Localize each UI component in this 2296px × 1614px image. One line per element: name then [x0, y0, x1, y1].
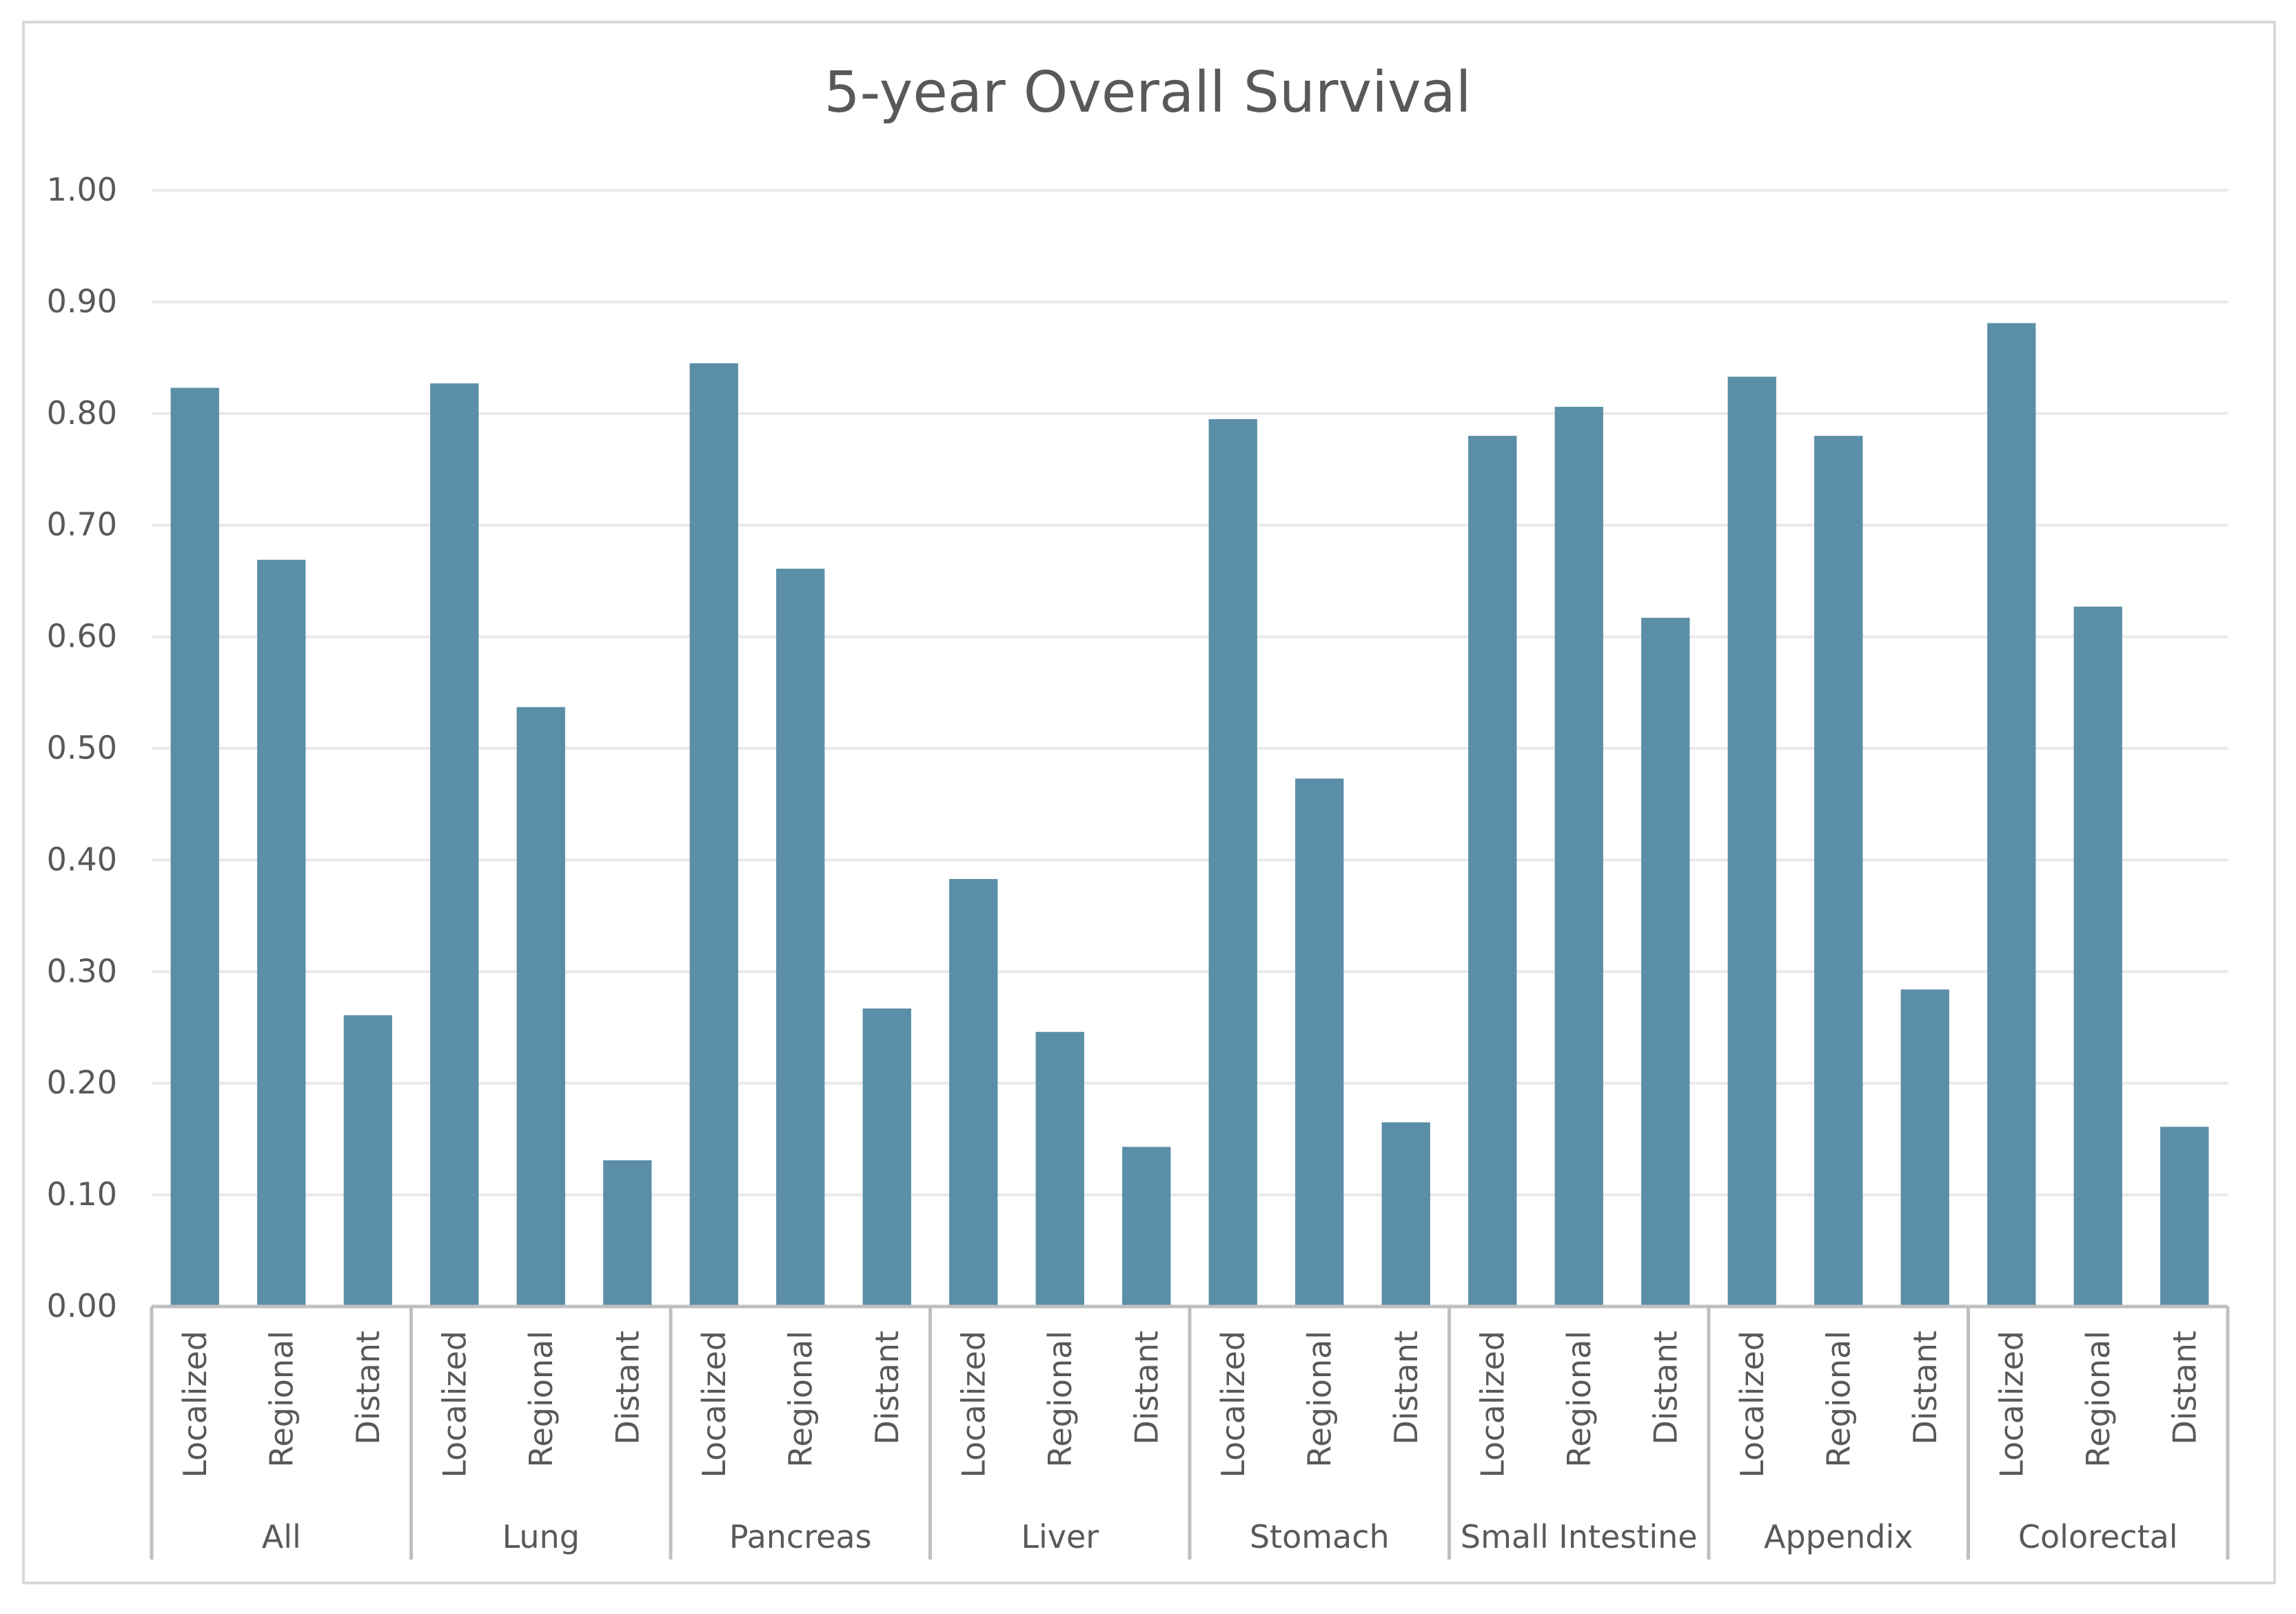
bar-colorectal-regional — [2073, 606, 2122, 1307]
y-axis-ticks: 0.00 0.10 0.20 0.30 0.40 0.50 0.60 0.70 0.80 0.90… — [47, 171, 117, 1324]
x-tick-label-stage: Distant — [1647, 1331, 1684, 1445]
y-tick-label: 0.70 — [47, 506, 117, 543]
y-tick-label: 0.50 — [47, 729, 117, 767]
bar-small-intestine-distant — [1641, 618, 1690, 1307]
x-tick-label-stage: Localized — [1993, 1331, 2030, 1478]
x-tick-label-stage: Localized — [1734, 1331, 1771, 1478]
y-tick-label: 0.60 — [47, 618, 117, 655]
bar-all-regional — [257, 559, 306, 1307]
bar-appendix-distant — [1900, 989, 1949, 1307]
bar-small-intestine-localized — [1468, 436, 1517, 1307]
x-tick-label-stage: Localized — [176, 1331, 214, 1478]
x-tick-label-stage: Localized — [436, 1331, 473, 1478]
bars — [170, 323, 2209, 1307]
bar-stomach-regional — [1295, 778, 1344, 1307]
x-group-label: Colorectal — [2018, 1518, 2178, 1555]
x-group-label: All — [262, 1518, 301, 1555]
x-tick-label-stage: Regional — [2080, 1331, 2117, 1467]
x-tick-label-stage: Distant — [868, 1331, 906, 1445]
bar-appendix-localized — [1727, 376, 1776, 1307]
x-tick-label-stage: Distant — [1907, 1331, 1944, 1445]
bar-liver-distant — [1122, 1147, 1171, 1307]
y-tick-label: 0.80 — [47, 394, 117, 432]
x-tick-label-stage: Localized — [1215, 1331, 1252, 1478]
x-group-label: Liver — [1021, 1518, 1099, 1555]
x-tick-label-stage: Regional — [1820, 1331, 1857, 1467]
bar-lung-regional — [516, 707, 565, 1307]
bar-stomach-localized — [1208, 418, 1257, 1307]
x-group-label: Pancreas — [729, 1518, 872, 1555]
chart-title: 5-year Overall Survival — [824, 60, 1471, 125]
x-tick-label-stage: Localized — [1474, 1331, 1511, 1478]
chart-border — [22, 21, 2276, 1584]
x-tick-label-stage: Distant — [349, 1331, 387, 1445]
x-tick-label-stage: Regional — [1042, 1331, 1079, 1467]
x-group-label: Small Intestine — [1461, 1518, 1698, 1555]
x-tick-label-stage: Regional — [1561, 1331, 1598, 1467]
x-tick-label-stage: Distant — [2166, 1331, 2203, 1445]
x-tick-label-stage: Regional — [1301, 1331, 1338, 1467]
x-tick-label-stage: Regional — [522, 1331, 560, 1467]
bar-stomach-distant — [1381, 1122, 1430, 1307]
bar-lung-localized — [430, 383, 479, 1307]
x-group-label: Lung — [502, 1518, 580, 1555]
gridlines — [152, 189, 2228, 1197]
x-tick-label-stage: Distant — [1388, 1331, 1425, 1445]
y-tick-label: 1.00 — [47, 171, 117, 208]
y-tick-label: 0.20 — [47, 1064, 117, 1101]
x-tick-label-stage: Regional — [263, 1331, 300, 1467]
y-tick-label: 0.00 — [47, 1287, 117, 1324]
bar-pancreas-regional — [776, 568, 825, 1307]
x-group-label: Appendix — [1764, 1518, 1913, 1555]
x-tick-label-stage: Regional — [782, 1331, 819, 1467]
bar-small-intestine-regional — [1554, 407, 1603, 1307]
y-tick-label: 0.90 — [47, 283, 117, 320]
bar-appendix-regional — [1814, 436, 1863, 1307]
x-tick-label-stage: Distant — [609, 1331, 646, 1445]
y-tick-label: 0.30 — [47, 952, 117, 989]
y-tick-label: 0.40 — [47, 840, 117, 878]
bar-liver-localized — [949, 878, 998, 1307]
bar-all-localized — [170, 387, 219, 1307]
bar-colorectal-distant — [2160, 1127, 2209, 1307]
bar-pancreas-distant — [862, 1008, 911, 1307]
x-axis: Localized Regional Distant All Localized Regi… — [150, 1304, 2230, 1560]
x-tick-label-stage: Localized — [695, 1331, 733, 1478]
bar-pancreas-localized — [689, 363, 738, 1307]
bar-colorectal-localized — [1987, 323, 2036, 1307]
x-tick-label-stage: Localized — [955, 1331, 992, 1478]
x-group-label: Stomach — [1250, 1518, 1390, 1555]
y-tick-label: 0.10 — [47, 1176, 117, 1213]
x-tick-label-stage: Distant — [1128, 1331, 1165, 1445]
bar-all-distant — [343, 1015, 392, 1307]
bar-lung-distant — [603, 1160, 652, 1307]
bar-liver-regional — [1035, 1031, 1084, 1307]
